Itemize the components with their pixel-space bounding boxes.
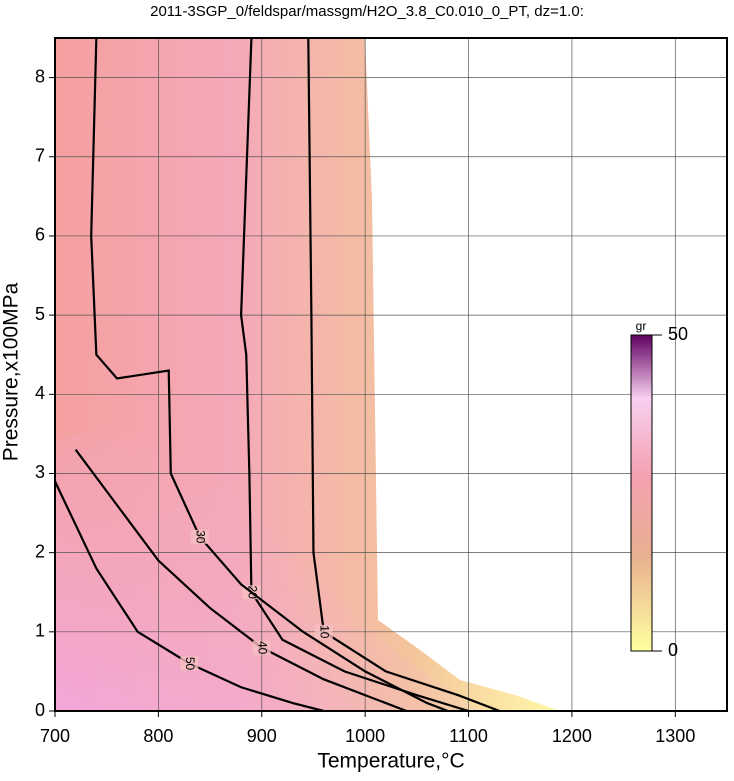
filled-region-low (55, 420, 480, 711)
y-tick-label: 2 (35, 541, 45, 561)
x-tick-label: 900 (247, 726, 277, 746)
y-tick-label: 6 (35, 225, 45, 245)
contour-line (90, 37, 449, 713)
contour-label: 50 (183, 657, 197, 671)
y-tick-label: 4 (35, 383, 45, 403)
colorbar-label: gr (636, 319, 647, 333)
contour-line (74, 449, 407, 713)
contour-label-bg (252, 640, 271, 655)
colorbar-tick-label: 0 (668, 640, 678, 660)
colorbar-tick-label: 50 (668, 324, 688, 344)
contour-label-bg (180, 656, 199, 671)
y-axis-label: Pressure,x100MPa (0, 282, 23, 461)
y-tick-label: 0 (35, 700, 45, 720)
colorbar-ticks: 0 50 (652, 324, 688, 660)
x-tick-label: 800 (143, 726, 173, 746)
plot-frame (54, 37, 728, 712)
chart-title: 2011-3SGP_0/feldspar/massgm/H2O_3.8_C0.0… (150, 3, 584, 20)
y-tick-label: 7 (35, 146, 45, 166)
colorbar (630, 334, 653, 652)
y-tick-label: 3 (35, 462, 45, 482)
x-tick-label: 700 (40, 726, 70, 746)
x-tick-label: 1000 (345, 726, 385, 746)
contour-label: 30 (194, 530, 208, 544)
contour-label-bg (190, 529, 209, 544)
x-tick-label: 1300 (655, 726, 695, 746)
x-axis-label: Temperature,°C (317, 750, 464, 773)
y-tick-label: 8 (35, 66, 45, 86)
contour-label: 40 (256, 641, 270, 655)
x-tick-label: 1100 (449, 726, 488, 746)
x-tick-label: 1200 (552, 726, 592, 746)
y-tick-label: 1 (35, 621, 45, 641)
contour-label-bg (314, 624, 333, 639)
y-tick-label: 5 (35, 304, 45, 324)
contour-label: 10 (318, 625, 332, 639)
